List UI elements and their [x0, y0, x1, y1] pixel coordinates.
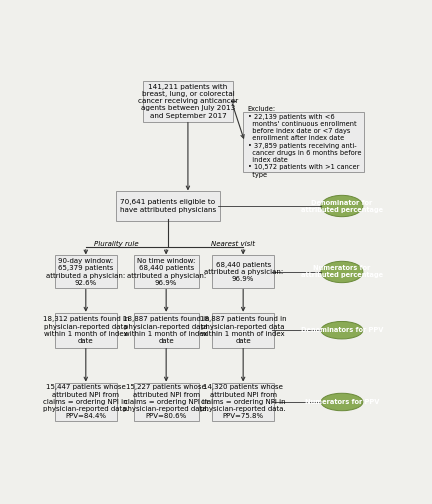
- FancyBboxPatch shape: [143, 81, 233, 121]
- Text: Numerators for PPV: Numerators for PPV: [305, 399, 379, 405]
- Text: Exclude:
• 22,139 patients with <6
  months' continuous enrollment
  before inde: Exclude: • 22,139 patients with <6 month…: [248, 106, 361, 177]
- FancyBboxPatch shape: [55, 256, 117, 288]
- Text: Plurality rule: Plurality rule: [94, 240, 138, 247]
- Ellipse shape: [321, 322, 363, 339]
- Text: 90-day window:
65,379 patients
attributed a physician:
92.6%: 90-day window: 65,379 patients attribute…: [46, 258, 125, 286]
- Text: 15,227 patients whose
attributed NPI from
claims = ordering NPI in
physician-rep: 15,227 patients whose attributed NPI fro…: [123, 385, 209, 419]
- FancyBboxPatch shape: [55, 383, 117, 421]
- FancyBboxPatch shape: [133, 312, 199, 348]
- Text: 18,312 patients found in
physician-reported data
within 1 month of index
date: 18,312 patients found in physician-repor…: [43, 317, 129, 344]
- FancyBboxPatch shape: [212, 256, 274, 288]
- Text: 68,440 patients
attributed a physician:
96.9%: 68,440 patients attributed a physician: …: [203, 262, 283, 282]
- Ellipse shape: [321, 196, 363, 217]
- Text: 70,641 patients eligible to
have attributed physicians: 70,641 patients eligible to have attribu…: [120, 200, 216, 213]
- Text: 15,447 patients whose
attributed NPI from
claims = ordering NPI in
physician-rep: 15,447 patients whose attributed NPI fro…: [43, 385, 129, 419]
- Text: 14,320 patients whose
attributed NPI from
claims = ordering NPI in
physician-rep: 14,320 patients whose attributed NPI fro…: [200, 385, 286, 419]
- Ellipse shape: [321, 261, 363, 283]
- Text: Numerators for
attributed percentage: Numerators for attributed percentage: [301, 266, 383, 279]
- FancyBboxPatch shape: [212, 383, 274, 421]
- Text: 18,887 patients found in
physician-reported data
within 1 month of index
date: 18,887 patients found in physician-repor…: [123, 317, 210, 344]
- Ellipse shape: [321, 393, 363, 411]
- FancyBboxPatch shape: [243, 112, 364, 172]
- FancyBboxPatch shape: [133, 256, 199, 288]
- FancyBboxPatch shape: [212, 312, 274, 348]
- Text: 141,211 patients with
breast, lung, or colorectal
cancer receiving anticancer
ag: 141,211 patients with breast, lung, or c…: [138, 84, 238, 119]
- FancyBboxPatch shape: [116, 192, 220, 221]
- FancyBboxPatch shape: [55, 312, 117, 348]
- Text: Denominators for PPV: Denominators for PPV: [301, 327, 383, 333]
- Text: No time window:
68,440 patients
attributed a physician:
96.9%: No time window: 68,440 patients attribut…: [127, 258, 206, 286]
- Text: 18,887 patients found in
physician-reported data
within 1 month of index
date: 18,887 patients found in physician-repor…: [200, 317, 286, 344]
- FancyBboxPatch shape: [133, 383, 199, 421]
- Text: Denominator for
attributed percentage: Denominator for attributed percentage: [301, 200, 383, 213]
- Text: Nearest visit: Nearest visit: [211, 240, 255, 246]
